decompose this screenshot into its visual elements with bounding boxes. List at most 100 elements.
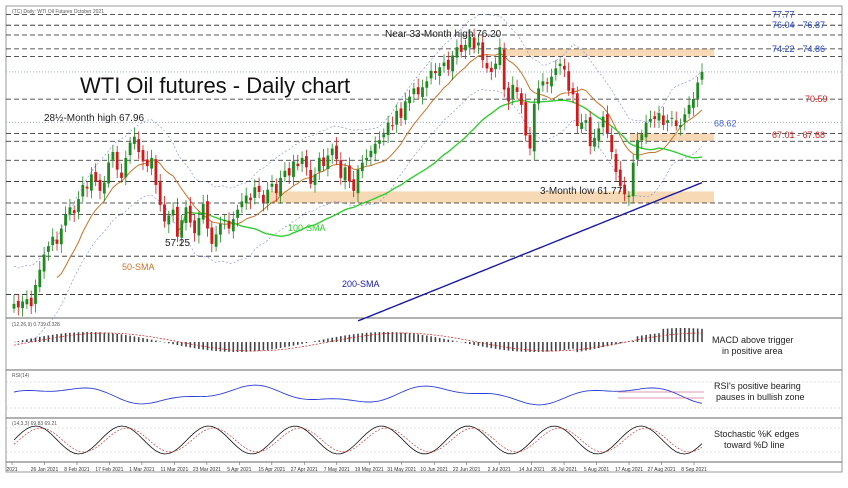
candle-body bbox=[382, 134, 386, 138]
x-tick-label: 14 Jul 2021 bbox=[519, 467, 545, 473]
candle-body bbox=[649, 119, 652, 122]
candle-body bbox=[94, 172, 98, 182]
rsi-annotation-line2: pauses in bullish zone bbox=[716, 392, 805, 402]
candle-body bbox=[107, 162, 110, 184]
stochastic-annotation-line1: Stochastic %K edges bbox=[714, 429, 800, 439]
candle-body bbox=[429, 70, 433, 79]
candle-body bbox=[150, 157, 153, 169]
candle-body bbox=[365, 157, 368, 160]
sma-50-line bbox=[56, 52, 703, 278]
candle-body bbox=[90, 174, 93, 191]
candle-body bbox=[360, 162, 364, 172]
upper-bollinger-band bbox=[13, 13, 703, 269]
resistance-zone-74 bbox=[505, 48, 714, 57]
candle-body bbox=[554, 68, 558, 76]
candle-body bbox=[644, 122, 648, 138]
stochastic-k-line bbox=[13, 425, 703, 455]
candle-body bbox=[472, 37, 476, 49]
candle-body bbox=[640, 134, 644, 141]
candle-body bbox=[352, 179, 356, 191]
candle-body bbox=[210, 227, 214, 244]
x-tick-label: 17 Aug 2021 bbox=[615, 467, 643, 473]
price-level-label: 74.22 - 74.86 bbox=[772, 44, 825, 54]
candle-body bbox=[120, 172, 123, 178]
candle-body bbox=[421, 87, 424, 98]
candle-body bbox=[571, 88, 575, 95]
candle-body bbox=[627, 195, 631, 198]
candle-body bbox=[137, 139, 141, 152]
candle-body bbox=[128, 142, 132, 156]
price-level-label: 77.77 bbox=[772, 10, 795, 20]
rsi-annotation-line1: RSI's positive bearing bbox=[714, 381, 801, 391]
rsi-line bbox=[13, 384, 703, 406]
candle-body bbox=[446, 59, 450, 70]
candle-body bbox=[115, 151, 119, 170]
candle-body bbox=[498, 47, 502, 66]
candle-body bbox=[532, 103, 536, 152]
candle-body bbox=[657, 113, 661, 121]
candle-body bbox=[606, 114, 609, 134]
candle-body bbox=[262, 194, 265, 203]
candle-body bbox=[25, 299, 29, 305]
candle-body bbox=[442, 62, 446, 67]
candle-body bbox=[455, 47, 459, 58]
candle-body bbox=[502, 49, 506, 90]
sma-200-label: 200-SMA bbox=[342, 279, 380, 289]
candle-body bbox=[653, 116, 657, 120]
x-tick-label: 8 Feb 2021 bbox=[64, 467, 90, 473]
x-tick-label: 2021 bbox=[6, 467, 17, 473]
candle-body bbox=[692, 99, 695, 108]
candle-body bbox=[85, 186, 89, 189]
candle-body bbox=[575, 93, 579, 127]
candle-body bbox=[330, 148, 334, 156]
candle-body bbox=[317, 157, 321, 172]
candle-body bbox=[38, 269, 42, 288]
candle-body bbox=[244, 195, 248, 204]
candle-body bbox=[171, 209, 175, 216]
candle-body bbox=[515, 87, 519, 92]
candle-body bbox=[434, 71, 437, 74]
candle-body bbox=[661, 115, 665, 125]
candle-body bbox=[425, 81, 429, 88]
candle-body bbox=[133, 136, 136, 144]
stochastic-header: (14,3,3) 69.83 69.21 bbox=[12, 421, 57, 427]
candle-body bbox=[700, 71, 704, 80]
x-tick-label: 27 Aug 2021 bbox=[647, 467, 675, 473]
x-tick-label: 31 May 2021 bbox=[387, 467, 416, 473]
candle-body bbox=[223, 220, 227, 222]
candle-body bbox=[124, 157, 128, 178]
candle-body bbox=[145, 159, 149, 167]
candle-body bbox=[167, 215, 171, 225]
candle-body bbox=[322, 157, 325, 167]
candle-body bbox=[369, 150, 373, 158]
chart-frame bbox=[5, 5, 843, 473]
candle-body bbox=[666, 120, 669, 123]
rsi-header: RSI(14) bbox=[12, 373, 30, 379]
candle-body bbox=[188, 205, 192, 223]
candle-body bbox=[300, 157, 304, 165]
candle-body bbox=[231, 219, 235, 232]
candle-body bbox=[206, 201, 209, 229]
x-tick-label: 15 Apr 2021 bbox=[258, 467, 285, 473]
support-zone-62 bbox=[268, 191, 714, 203]
candle-body bbox=[296, 163, 300, 167]
candle-body bbox=[416, 87, 420, 95]
candle-body bbox=[451, 55, 454, 72]
candle-body bbox=[528, 134, 532, 149]
candle-body bbox=[193, 220, 196, 234]
candle-body bbox=[378, 140, 381, 144]
candle-body bbox=[266, 189, 270, 204]
candle-body bbox=[520, 93, 523, 105]
candle-body bbox=[631, 162, 635, 197]
candle-body bbox=[386, 122, 390, 136]
candle-body bbox=[154, 159, 158, 185]
macd-signal-line bbox=[13, 332, 702, 352]
price-level-label: 68.62 bbox=[714, 118, 737, 128]
candle-body bbox=[274, 183, 278, 194]
candle-body bbox=[313, 174, 317, 185]
price-level-label: 67.01 - 67.68 bbox=[772, 130, 825, 140]
candle-body bbox=[12, 303, 16, 309]
candle-body bbox=[236, 209, 239, 218]
x-tick-label: 5 Apr 2021 bbox=[227, 467, 251, 473]
x-tick-label: 2 Jul 2021 bbox=[488, 467, 511, 473]
